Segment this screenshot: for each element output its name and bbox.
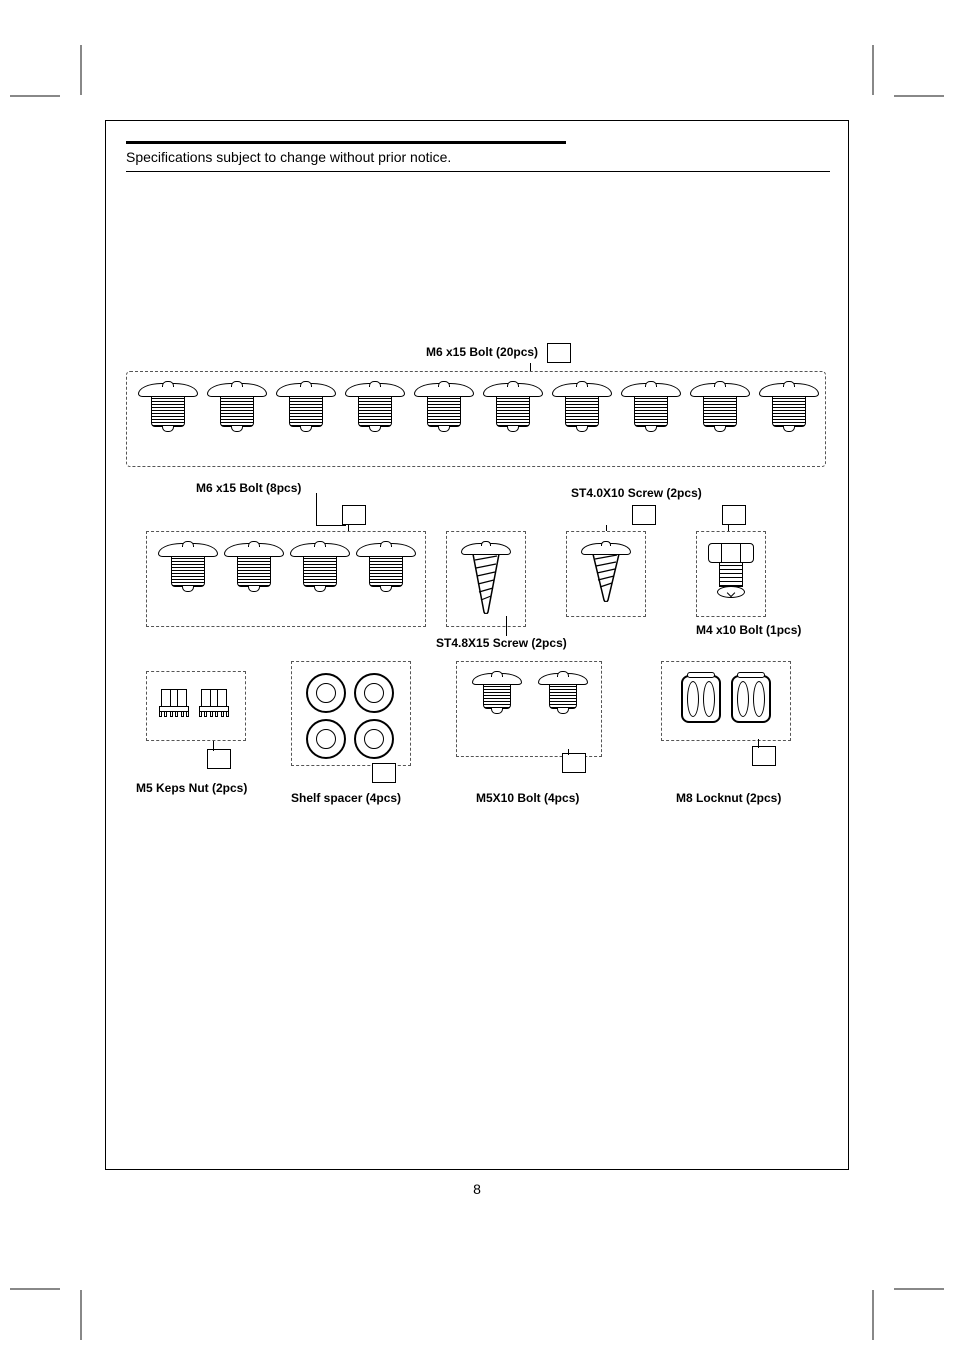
checkbox-icon: [722, 505, 746, 525]
bolt-icon: [538, 673, 588, 709]
bolt-icon: [552, 383, 612, 427]
lead-line: [316, 493, 317, 525]
crop-mark: [10, 1288, 60, 1290]
hex-bolt-icon: [708, 543, 754, 598]
label-text: M6 x15 Bolt (20pcs): [426, 345, 538, 359]
crop-mark: [872, 1290, 874, 1340]
bolt-icon: [621, 383, 681, 427]
label-spacer: Shelf spacer (4pcs): [291, 791, 401, 805]
checkbox-icon: [372, 763, 396, 783]
specification-notice: Specifications subject to change without…: [126, 149, 830, 172]
label-m4x10: M4 x10 Bolt (1pcs): [696, 623, 801, 637]
label-st48x15: ST4.8X15 Screw (2pcs): [436, 636, 567, 650]
header-rule: [126, 141, 566, 144]
label-text: ST4.0X10 Screw (2pcs): [571, 486, 702, 500]
checkbox-icon: [562, 753, 586, 773]
page-number: 8: [106, 1181, 848, 1197]
label-m6x15-20: M6 x15 Bolt (20pcs): [426, 343, 571, 363]
label-m5x10: M5X10 Bolt (4pcs): [476, 791, 579, 805]
checkbox-icon: [752, 746, 776, 766]
bolt-icon: [138, 383, 198, 427]
crop-mark: [80, 45, 82, 95]
label-m8lock: M8 Locknut (2pcs): [676, 791, 781, 805]
label-text: M5X10 Bolt (4pcs): [476, 791, 579, 805]
bolt-icon: [290, 543, 350, 587]
bolt-icon: [345, 383, 405, 427]
label-m5keps: M5 Keps Nut (2pcs): [136, 781, 247, 795]
bolt-icon: [690, 383, 750, 427]
screw-icon: [581, 543, 631, 602]
screw-icon: [461, 543, 511, 614]
lead-line: [316, 525, 346, 526]
page-frame: Specifications subject to change without…: [105, 120, 849, 1170]
keps-nut-icon: [201, 689, 227, 717]
lead-line: [758, 739, 759, 748]
label-text: M4 x10 Bolt (1pcs): [696, 623, 801, 637]
bolt-icon: [483, 383, 543, 427]
locknut-icon: [731, 675, 771, 723]
checkbox-icon: [207, 749, 231, 769]
spacer-icon: [354, 673, 394, 713]
spacer-icon: [306, 673, 346, 713]
hardware-diagram: M6 x15 Bolt (20pcs) M6 x15 Bolt (8pcs) S…: [126, 361, 830, 961]
label-text: ST4.8X15 Screw (2pcs): [436, 636, 567, 650]
label-text: M6 x15 Bolt (8pcs): [196, 481, 301, 495]
keps-nut-icon: [161, 689, 187, 717]
label-st40x10: ST4.0X10 Screw (2pcs): [571, 486, 702, 500]
label-m6x15-8: M6 x15 Bolt (8pcs): [196, 481, 301, 495]
bolt-icon: [414, 383, 474, 427]
crop-mark: [894, 1288, 944, 1290]
lead-line: [506, 616, 507, 636]
bolt-icon: [472, 673, 522, 709]
crop-mark: [80, 1290, 82, 1340]
spacer-icon: [306, 719, 346, 759]
label-text: Shelf spacer (4pcs): [291, 791, 401, 805]
label-text: M5 Keps Nut (2pcs): [136, 781, 247, 795]
lead-line: [568, 749, 569, 755]
bolt-icon: [224, 543, 284, 587]
bolt-icon: [276, 383, 336, 427]
bolt-icon: [759, 383, 819, 427]
bolt-icon: [158, 543, 218, 587]
checkbox-icon: [632, 505, 656, 525]
crop-mark: [872, 45, 874, 95]
crop-mark: [894, 95, 944, 97]
bolt-icon: [207, 383, 267, 427]
spacer-icon: [354, 719, 394, 759]
checkbox-icon: [547, 343, 571, 363]
crop-mark: [10, 95, 60, 97]
locknut-icon: [681, 675, 721, 723]
lead-line: [213, 741, 214, 751]
label-text: M8 Locknut (2pcs): [676, 791, 781, 805]
bolt-icon: [356, 543, 416, 587]
checkbox-icon: [342, 505, 366, 525]
